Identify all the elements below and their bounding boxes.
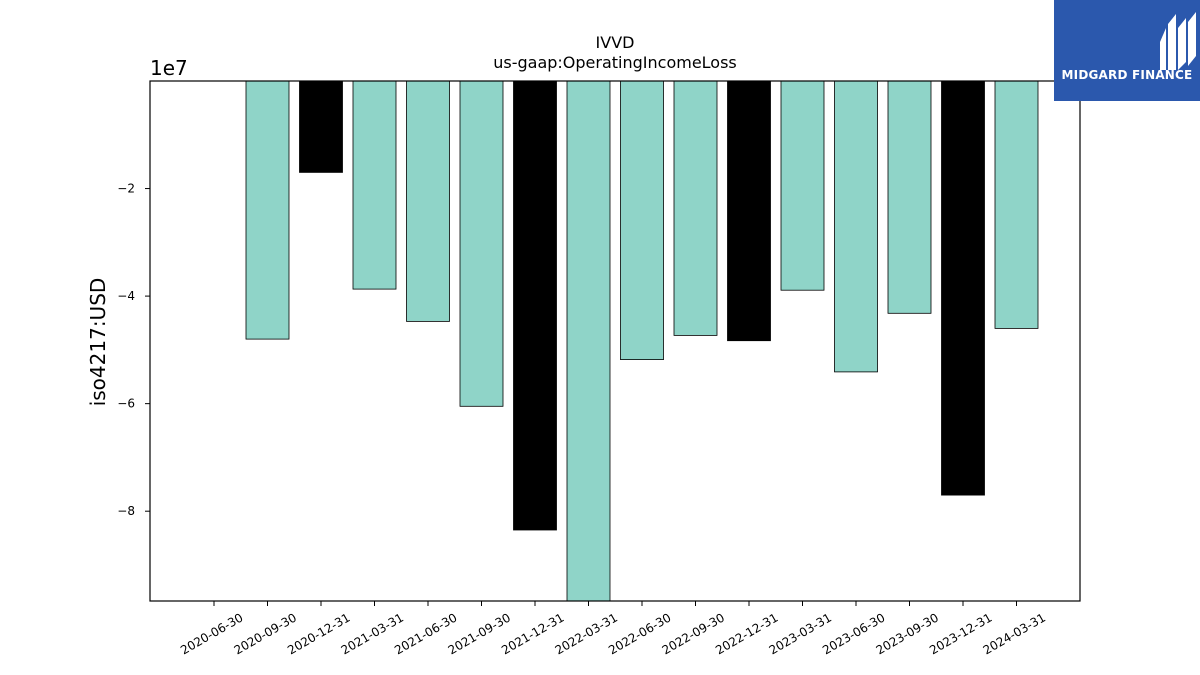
bar-2022-06-30	[620, 80, 664, 361]
bar-2023-03-31	[780, 80, 825, 291]
y-offset-label: 1e7	[150, 56, 188, 80]
bar-2021-03-31	[352, 80, 397, 290]
plot-frame	[149, 80, 1081, 602]
bar-2023-09-30	[887, 80, 932, 314]
bar-2021-09-30	[459, 80, 504, 407]
y-tick-label: −2	[117, 182, 135, 196]
bar-2022-09-30	[673, 80, 718, 336]
y-tick-label: −6	[117, 397, 135, 411]
bar-2020-12-31	[299, 80, 343, 173]
bar-2024-03-31	[994, 80, 1039, 329]
bar-2022-12-31	[727, 80, 771, 342]
bar-2020-09-30	[245, 80, 290, 340]
y-axis-label: iso4217:USD	[86, 278, 110, 407]
brand-name: MIDGARD FINANCE	[1061, 68, 1193, 82]
chart-title: IVVD	[596, 33, 635, 52]
chart-subtitle: us-gaap:OperatingIncomeLoss	[493, 53, 737, 72]
logo-mark-icon	[1160, 12, 1196, 70]
y-tick-label: −8	[117, 504, 135, 518]
bar-2021-12-31	[513, 80, 557, 531]
bar-2023-12-31	[941, 80, 985, 496]
bar-2023-06-30	[834, 80, 878, 373]
bar-2022-03-31	[566, 80, 611, 602]
bars-group	[245, 80, 1039, 602]
bar-2021-06-30	[406, 80, 450, 322]
y-tick-label: −4	[117, 289, 135, 303]
brand-logo: MIDGARD FINANCE	[1054, 0, 1200, 101]
x-ticks-group: 2020-06-302020-09-302020-12-312021-03-31…	[178, 601, 1048, 657]
y-ticks-group: −2 −4 −6 −8	[117, 182, 150, 518]
